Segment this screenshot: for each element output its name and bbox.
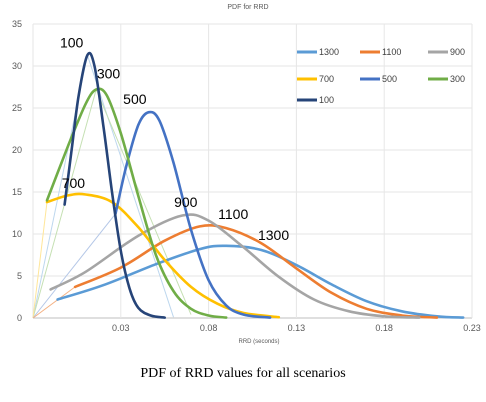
series-line-300 [45, 87, 228, 319]
connector-line [32, 286, 76, 319]
connector-line [32, 53, 174, 319]
series-line-1100 [73, 223, 439, 319]
y-tick-label: 5 [17, 271, 22, 281]
x-tick-label: 0.13 [288, 323, 306, 333]
series-annotation-900: 900 [174, 194, 198, 210]
chart-gridlines [32, 23, 473, 319]
series-annotation-1100: 1100 [218, 206, 248, 222]
chart-title: PDF for RRD [227, 4, 268, 11]
series-line-1300 [56, 244, 465, 319]
connector-line [32, 213, 116, 319]
figure-caption: PDF of RRD values for all scenarios [140, 366, 346, 381]
x-axis-label: RRD (seconds) [238, 339, 279, 345]
y-tick-label: 30 [12, 61, 22, 71]
connector-line [32, 202, 48, 319]
series-lines [45, 51, 465, 319]
series-line-100 [63, 51, 166, 319]
y-tick-label: 35 [12, 19, 22, 29]
series-annotation-1300: 1300 [258, 227, 289, 243]
series-annotation-100: 100 [60, 35, 84, 51]
y-tick-label: 15 [12, 187, 22, 197]
y-tick-label: 20 [12, 145, 22, 155]
x-tick-label: 0.18 [375, 323, 393, 333]
legend-label-100: 100 [319, 95, 334, 105]
x-tick-label: 0.23 [463, 323, 481, 333]
series-annotation-700: 700 [62, 175, 86, 191]
series-annotation-500: 500 [123, 91, 147, 107]
y-tick-label: 10 [12, 229, 22, 239]
x-axis-ticks: 0.03 0.08 0.13 0.18 0.23 [112, 323, 481, 333]
legend-label-1100: 1100 [382, 47, 401, 57]
y-axis-ticks: 0 5 10 15 20 25 30 35 [12, 19, 22, 323]
y-tick-label: 25 [12, 103, 22, 113]
x-tick-label: 0.08 [200, 323, 218, 333]
chart-legend: 1300 1100 900 700 500 300 100 [297, 47, 465, 105]
legend-label-500: 500 [382, 74, 397, 84]
series-annotation-300: 300 [97, 66, 121, 82]
legend-label-300: 300 [450, 74, 465, 84]
series-line-500 [114, 110, 272, 319]
legend-label-700: 700 [319, 74, 334, 84]
legend-label-1300: 1300 [319, 47, 339, 57]
legend-label-900: 900 [450, 47, 465, 57]
y-tick-label: 0 [17, 313, 22, 323]
x-tick-label: 0.03 [112, 323, 130, 333]
